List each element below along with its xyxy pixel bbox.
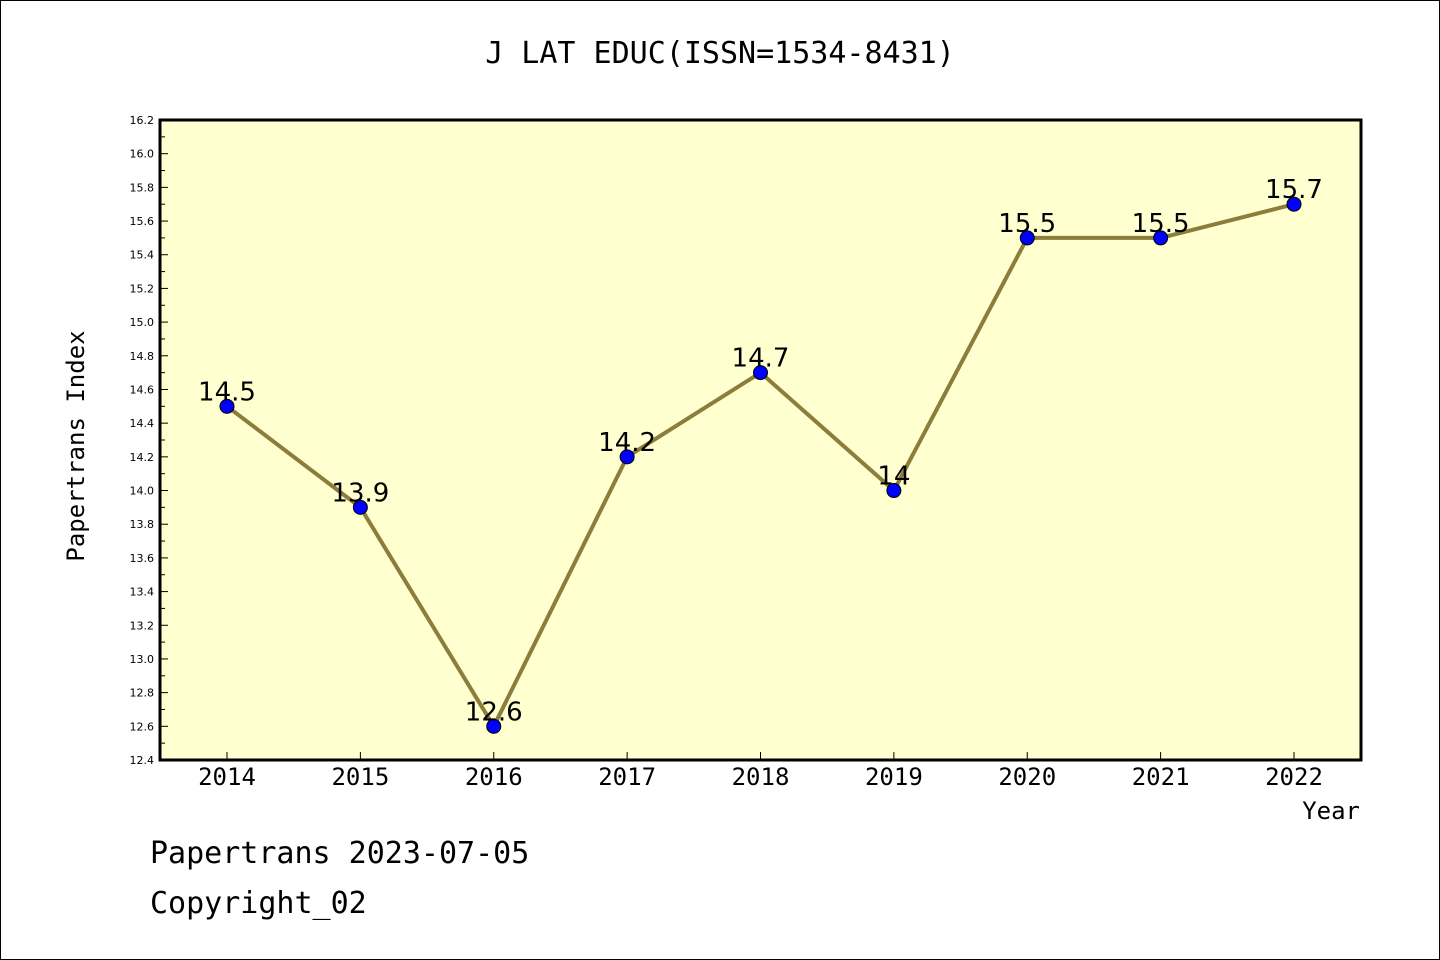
- data-markers: [219, 196, 1302, 734]
- y-tick-label: 15.4: [130, 249, 155, 262]
- plot-area: [158, 118, 1363, 762]
- y-tick-label: 13.8: [130, 518, 155, 531]
- y-tick-label: 13.0: [130, 653, 155, 666]
- y-tick-label: 12.4: [130, 754, 155, 767]
- y-tick-label: 15.6: [130, 215, 155, 228]
- footer-copyright: Copyright_02: [150, 886, 367, 921]
- y-tick-label: 13.4: [130, 586, 155, 599]
- data-point: [619, 449, 635, 465]
- y-tick-label: 16.2: [130, 114, 155, 127]
- y-tick-label: 15.2: [130, 282, 155, 295]
- y-axis-ticks: 12.4 12.6 12.8 13.0 13.2 13.4 13.6 13.8 14.0 14.2…: [130, 114, 168, 767]
- y-tick-label: 14.8: [130, 350, 155, 363]
- data-label: 14.7: [732, 344, 790, 374]
- y-tick-label: 14.6: [130, 383, 155, 396]
- y-tick-label: 16.0: [130, 148, 155, 161]
- y-tick-label: 12.8: [130, 687, 155, 700]
- y-tick-label: 14.2: [130, 451, 155, 464]
- data-point: [1153, 230, 1169, 246]
- x-tick-label: 2015: [331, 763, 389, 791]
- y-tick-label: 15.0: [130, 316, 155, 329]
- x-axis-ticks: 2014 2015 2016 2017 2018 2019 2020 2021 2022: [198, 752, 1323, 791]
- data-label: 12.6: [465, 697, 523, 727]
- data-label: 15.7: [1265, 175, 1323, 205]
- x-tick-label: 2017: [598, 763, 656, 791]
- x-tick-label: 2016: [465, 763, 523, 791]
- y-tick-label: 15.8: [130, 181, 155, 194]
- data-point: [753, 365, 768, 381]
- x-axis-label: Year: [1302, 797, 1360, 825]
- x-tick-label: 2021: [1132, 763, 1190, 791]
- x-tick-label: 2019: [865, 763, 923, 791]
- data-label: 15.5: [1132, 209, 1190, 239]
- x-tick-label: 2020: [998, 763, 1056, 791]
- x-tick-label: 2022: [1265, 763, 1323, 791]
- x-tick-label: 2018: [732, 763, 790, 791]
- data-point: [1019, 230, 1035, 246]
- data-point: [219, 398, 235, 414]
- y-tick-label: 12.6: [130, 720, 155, 733]
- y-tick-label: 13.6: [130, 552, 155, 565]
- y-tick-label: 13.2: [130, 619, 155, 632]
- chart-title: J LAT EDUC(ISSN=1534-8431): [485, 36, 955, 71]
- data-label: 14.2: [598, 428, 656, 458]
- data-point: [486, 718, 502, 734]
- data-point: [352, 499, 368, 515]
- y-tick-label: 14.4: [130, 417, 155, 430]
- data-point: [1286, 196, 1302, 212]
- data-label: 14: [877, 462, 910, 492]
- data-label: 14.5: [198, 377, 256, 407]
- footer-date: Papertrans 2023-07-05: [150, 836, 530, 871]
- data-point: [886, 483, 902, 499]
- y-tick-label: 14.0: [130, 485, 155, 498]
- data-label: 15.5: [998, 209, 1056, 239]
- data-label: 13.9: [331, 478, 389, 508]
- data-labels: 14.5 13.9 12.6 14.2 14.7 14 15.5 15.5 15.7: [198, 175, 1323, 727]
- x-tick-label: 2014: [198, 763, 256, 791]
- y-axis-label: Papertrans Index: [62, 330, 90, 561]
